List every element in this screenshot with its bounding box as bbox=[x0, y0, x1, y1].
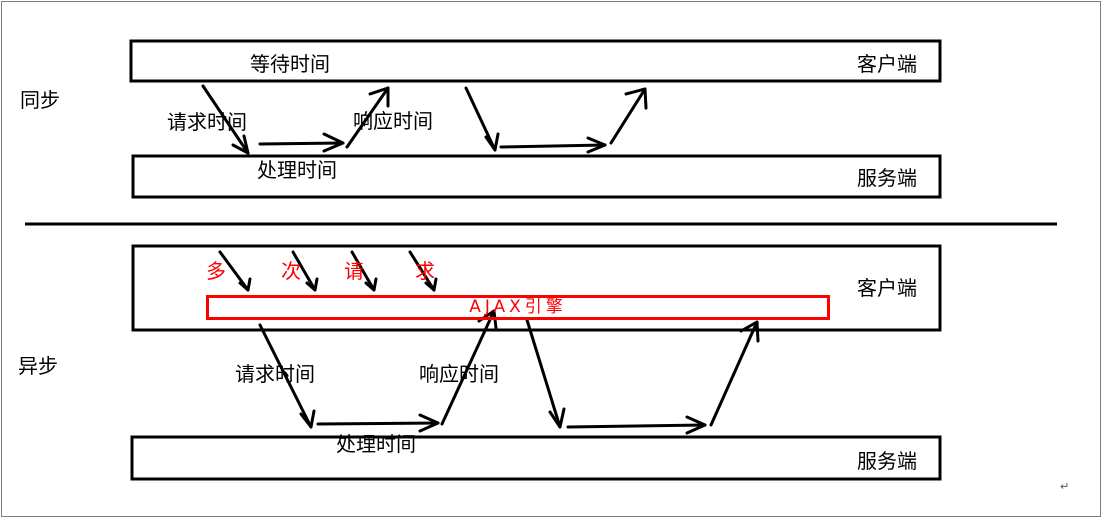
async-second-request-arrow bbox=[525, 318, 566, 429]
sync-server-label: 服务端 bbox=[857, 166, 917, 190]
async-server-bar bbox=[130, 435, 942, 481]
sync-client-label: 客户端 bbox=[857, 52, 917, 76]
async-multi-request-char-3: 请 bbox=[344, 259, 364, 283]
async-multi-request-arrow-2 bbox=[291, 250, 319, 292]
async-multi-request-arrow-4 bbox=[408, 250, 438, 292]
sync-server-bar bbox=[131, 154, 942, 199]
sync-response-arrow bbox=[345, 86, 390, 149]
async-multi-request-arrow-3 bbox=[350, 250, 378, 292]
sync-request-arrow bbox=[201, 84, 250, 155]
ajax-engine-label: AJAX引擎 bbox=[469, 297, 567, 317]
paragraph-mark: ↵ bbox=[1060, 480, 1070, 493]
async-request-time-label: 请求时间 bbox=[235, 362, 315, 386]
async-multi-request-char-2: 次 bbox=[281, 259, 301, 283]
sync-client-bar bbox=[129, 39, 942, 83]
sync-second-request-arrow bbox=[464, 86, 500, 152]
async-second-response-arrow bbox=[709, 320, 760, 427]
async-server-label: 服务端 bbox=[857, 449, 917, 473]
sync-second-process-arrow bbox=[499, 136, 607, 154]
sync-wait-time-label: 等待时间 bbox=[250, 52, 330, 76]
async-client-label: 客户端 bbox=[857, 276, 917, 300]
async-process-arrow bbox=[316, 413, 440, 433]
async-client-bar bbox=[131, 244, 942, 332]
sync-process-arrow bbox=[258, 132, 345, 153]
async-request-arrow bbox=[258, 323, 316, 429]
sync-request-time-label: 请求时间 bbox=[167, 110, 247, 134]
async-response-time-label: 响应时间 bbox=[419, 362, 499, 386]
sync-section-label: 同步 bbox=[20, 88, 60, 112]
async-section-label: 异步 bbox=[18, 354, 58, 378]
sync-response-time-label: 响应时间 bbox=[353, 109, 433, 133]
async-multi-request-char-4: 求 bbox=[415, 259, 435, 283]
ajax-engine-box: AJAX引擎 bbox=[206, 295, 830, 320]
async-process-time-label: 处理时间 bbox=[336, 432, 416, 456]
async-second-process-arrow bbox=[566, 415, 707, 435]
sync-second-response-arrow bbox=[609, 87, 648, 145]
sync-process-time-label: 处理时间 bbox=[257, 158, 337, 182]
async-multi-request-arrow-1 bbox=[218, 250, 252, 292]
async-multi-request-char-1: 多 bbox=[206, 259, 226, 283]
